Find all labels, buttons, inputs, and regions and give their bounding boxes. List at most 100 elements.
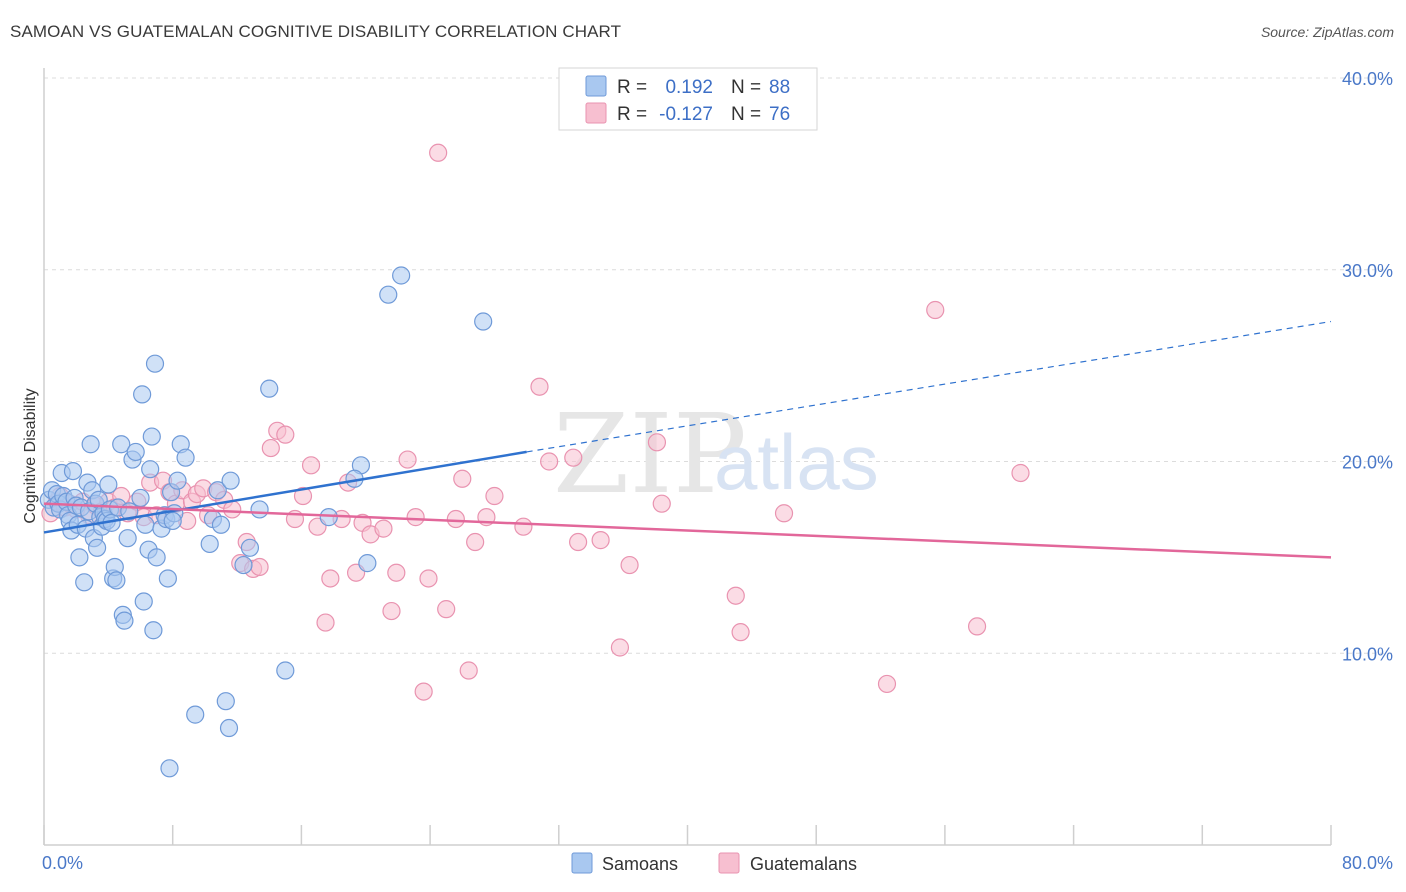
- samoans-point: [118, 529, 137, 548]
- watermark: ZIP atlas: [553, 390, 879, 518]
- legend-r-label-2: R =: [617, 104, 647, 125]
- guatemalans-point: [652, 494, 671, 513]
- samoans-point: [240, 538, 260, 557]
- bottom-legend-swatch-samoans: [571, 852, 593, 874]
- x-tick-label-min: 0.0%: [42, 853, 83, 873]
- guatemalans-point: [569, 532, 588, 552]
- samoans-point: [219, 718, 239, 738]
- samoans-point: [216, 692, 235, 711]
- guatemalans-point: [514, 517, 533, 536]
- guatemalans-point: [726, 586, 745, 605]
- guatemalans-point: [731, 623, 750, 642]
- legend-swatch-guatemalans: [585, 102, 607, 124]
- guatemalans-point: [321, 569, 340, 588]
- guatemalans-point: [419, 569, 438, 588]
- samoans-point: [276, 661, 295, 680]
- samoans-point: [392, 266, 411, 285]
- legend-r-value-2: -0.127: [659, 104, 713, 125]
- samoans-point: [319, 508, 338, 527]
- y-tick-label-20: 20.0%: [1342, 453, 1393, 473]
- samoans-point: [158, 569, 177, 588]
- legend-swatch-samoans: [585, 75, 607, 97]
- samoans-point: [81, 435, 100, 454]
- x-axis-ticks: [43, 825, 1332, 845]
- bottom-legend-label-guatemalans: Guatemalans: [750, 854, 857, 874]
- guatemalans-point: [877, 674, 897, 694]
- guatemalans-point: [774, 504, 794, 523]
- legend-n-label-2: N =: [731, 104, 761, 125]
- watermark-atlas: atlas: [714, 418, 879, 506]
- guatemalans-point: [301, 456, 321, 475]
- series-legend: Samoans Guatemalans: [571, 852, 857, 874]
- samoans-point: [474, 312, 493, 331]
- samoans-point: [131, 488, 150, 508]
- guatemalans-point: [453, 469, 472, 488]
- samoans-point: [200, 534, 219, 554]
- guatemalans-point: [387, 563, 406, 582]
- samoans-point: [211, 515, 231, 534]
- guatemalans-point: [591, 531, 610, 550]
- watermark-zip: ZIP: [553, 390, 747, 518]
- grid-lines: [44, 77, 1392, 654]
- guatemalans-points: [41, 143, 1030, 701]
- y-tick-label-40: 40.0%: [1342, 69, 1393, 89]
- guatemalans-point: [293, 486, 313, 506]
- legend-n-value-1: 88: [769, 77, 790, 98]
- samoans-point: [234, 555, 253, 575]
- guatemalans-point: [382, 601, 401, 621]
- samoans-point: [260, 379, 279, 398]
- guatemalans-point: [647, 433, 667, 452]
- y-tick-labels: 10.0% 20.0% 30.0% 40.0%: [1342, 69, 1393, 664]
- guatemalans-point: [316, 613, 335, 632]
- samoans-point: [147, 548, 166, 567]
- guatemalans-point: [530, 377, 549, 396]
- samoans-point: [176, 448, 195, 467]
- guatemalans-point: [414, 682, 433, 701]
- guatemalans-point: [610, 638, 630, 657]
- bottom-legend-swatch-guatemalans: [718, 852, 740, 874]
- guatemalans-trend-line: [43, 502, 1332, 559]
- samoans-point: [168, 471, 187, 490]
- legend-r-value-1: 0.192: [665, 77, 713, 98]
- guatemalans-point: [926, 300, 945, 320]
- samoans-point: [160, 759, 179, 778]
- guatemalans-point: [620, 555, 639, 575]
- samoans-point: [141, 460, 160, 479]
- source-label: Source: ZipAtlas.com: [1260, 24, 1394, 40]
- samoans-point: [134, 592, 153, 611]
- samoans-point: [70, 548, 89, 567]
- y-axis-label: Cognitive Disability: [22, 388, 39, 523]
- guatemalans-point: [406, 508, 425, 527]
- samoans-point: [142, 427, 161, 446]
- guatemalans-point: [564, 448, 583, 467]
- legend-n-value-2: 76: [769, 104, 790, 125]
- guatemalans-point: [1011, 463, 1030, 483]
- samoans-point: [250, 500, 269, 519]
- legend-r-label-1: R =: [617, 77, 647, 98]
- samoans-point: [63, 461, 83, 481]
- samoans-point: [115, 611, 134, 630]
- correlation-legend: R = 0.192 N = 88 R = -0.127 N = 76: [558, 67, 818, 131]
- samoans-trend-line: [43, 450, 527, 534]
- samoans-point: [186, 705, 205, 724]
- samoans-point: [144, 621, 163, 640]
- samoans-point: [145, 354, 165, 373]
- legend-n-label-1: N =: [731, 77, 761, 98]
- x-tick-label-max: 80.0%: [1342, 853, 1393, 873]
- samoans-point: [99, 475, 118, 494]
- samoans-point: [358, 554, 377, 573]
- samoans-point: [379, 285, 398, 304]
- guatemalans-point: [261, 438, 280, 458]
- guatemalans-point: [485, 486, 504, 506]
- guatemalans-point: [374, 519, 393, 538]
- guatemalans-point: [540, 452, 559, 471]
- samoans-point: [75, 573, 94, 592]
- samoans-trend-extension: [526, 320, 1332, 453]
- guatemalans-point: [466, 532, 485, 552]
- samoans-point: [208, 481, 227, 500]
- guatemalans-point: [276, 425, 295, 444]
- chart-title: SAMOAN VS GUATEMALAN COGNITIVE DISABILIT…: [10, 22, 622, 41]
- guatemalans-point: [223, 500, 242, 519]
- guatemalans-point: [429, 143, 448, 162]
